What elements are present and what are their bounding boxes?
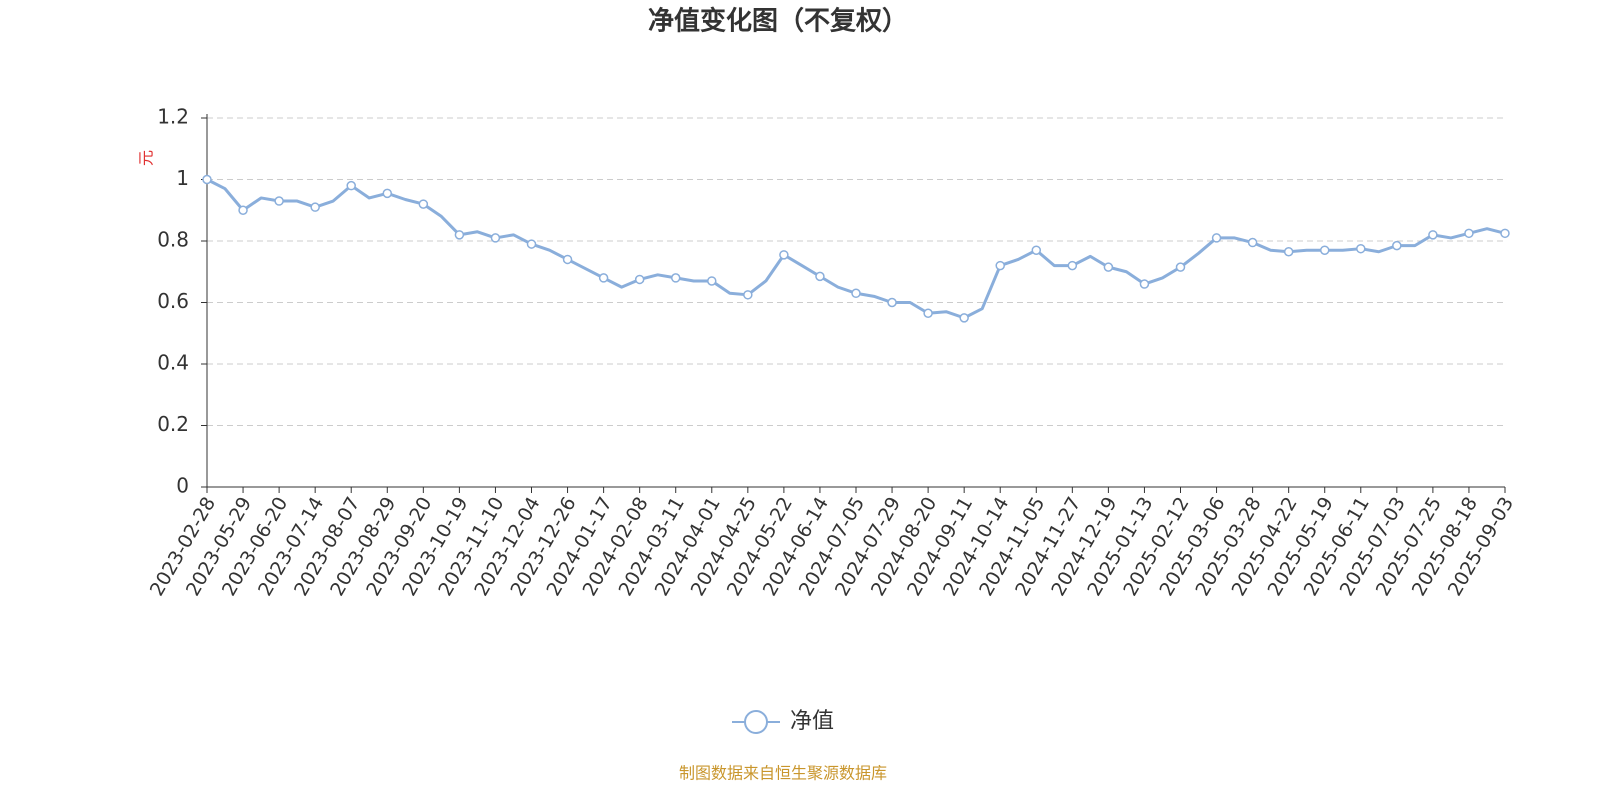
data-point	[995, 260, 1005, 271]
data-point	[815, 271, 825, 282]
data-point	[743, 290, 753, 300]
data-point	[1464, 228, 1474, 239]
data-point	[1211, 233, 1222, 243]
data-point	[274, 196, 284, 206]
source-note: 制图数据来自恒生聚源数据库	[679, 764, 887, 783]
data-point	[1392, 240, 1402, 251]
data-point	[310, 202, 320, 212]
y-tick-label: 0.8	[157, 228, 189, 252]
data-point	[454, 230, 465, 240]
data-point	[1247, 237, 1258, 248]
data-point	[923, 308, 933, 319]
data-point	[526, 239, 537, 249]
data-point	[1319, 245, 1330, 255]
data-point	[851, 288, 861, 299]
y-tick-label: 1.2	[157, 105, 189, 129]
legend-label: 净值	[790, 709, 834, 734]
data-point	[1175, 262, 1186, 272]
data-point	[670, 273, 681, 283]
data-point	[202, 174, 212, 185]
data-point	[779, 250, 789, 260]
data-point	[1356, 243, 1366, 254]
data-point	[562, 254, 573, 265]
data-point	[346, 180, 356, 191]
data-point	[1031, 245, 1042, 255]
data-point	[887, 297, 897, 308]
data-point	[598, 273, 609, 283]
data-point	[1067, 260, 1078, 271]
data-point	[634, 274, 645, 285]
y-tick-label: 0.2	[157, 412, 189, 436]
data-point	[490, 233, 501, 243]
data-point	[1139, 279, 1150, 289]
data-point	[238, 205, 248, 215]
data-point	[1428, 230, 1438, 240]
y-tick-label: 0	[176, 474, 189, 498]
legend-marker	[744, 710, 768, 734]
data-point	[707, 276, 717, 286]
y-tick-label: 0.4	[157, 351, 189, 375]
y-tick-label: 0.6	[157, 289, 189, 313]
y-axis-label: 元	[137, 150, 156, 166]
data-point	[959, 313, 969, 323]
data-point	[1500, 228, 1510, 239]
data-point	[1283, 247, 1294, 257]
data-point	[382, 188, 393, 199]
y-tick-label: 1	[176, 166, 189, 190]
data-point	[418, 199, 429, 209]
data-point	[1103, 262, 1114, 272]
chart-title: 净值变化图（不复权）	[648, 6, 908, 37]
